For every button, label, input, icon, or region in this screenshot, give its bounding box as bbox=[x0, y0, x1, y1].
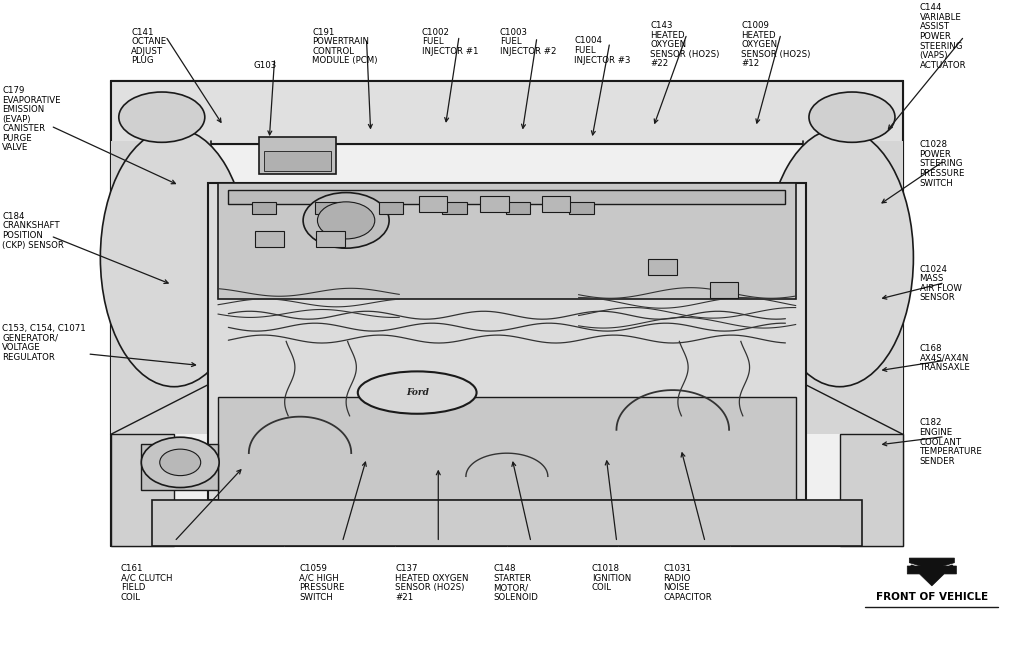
Bar bbox=[152, 500, 862, 546]
Bar bbox=[111, 141, 211, 434]
Bar bbox=[316, 231, 345, 247]
Bar bbox=[252, 202, 276, 214]
Bar bbox=[111, 81, 903, 546]
Text: C191
POWERTRAIN
CONTROL
MODULE (PCM): C191 POWERTRAIN CONTROL MODULE (PCM) bbox=[312, 28, 378, 66]
Text: C182
ENGINE
COOLANT
TEMPERATURE
SENDER: C182 ENGINE COOLANT TEMPERATURE SENDER bbox=[920, 418, 982, 465]
Text: C161
A/C CLUTCH
FIELD
COIL: C161 A/C CLUTCH FIELD COIL bbox=[121, 564, 172, 602]
Bar bbox=[648, 259, 677, 275]
Text: C1059
A/C HIGH
PRESSURE
SWITCH: C1059 A/C HIGH PRESSURE SWITCH bbox=[299, 564, 344, 602]
Bar bbox=[710, 282, 738, 298]
Text: C1031
RADIO
NOISE
CAPACITOR: C1031 RADIO NOISE CAPACITOR bbox=[664, 564, 713, 602]
Bar bbox=[569, 202, 594, 214]
Ellipse shape bbox=[119, 92, 205, 142]
Bar bbox=[141, 444, 218, 491]
Text: C144
VARIABLE
ASSIST
POWER
STEERING
(VAPS)
ACTUATOR: C144 VARIABLE ASSIST POWER STEERING (VAP… bbox=[920, 3, 967, 70]
Bar bbox=[542, 196, 570, 212]
Polygon shape bbox=[909, 558, 954, 569]
Text: C1004
FUEL
INJECTOR #3: C1004 FUEL INJECTOR #3 bbox=[574, 36, 631, 64]
Text: C1028
POWER
STEERING
PRESSURE
SWITCH: C1028 POWER STEERING PRESSURE SWITCH bbox=[920, 140, 965, 187]
Polygon shape bbox=[907, 566, 956, 586]
Bar bbox=[218, 397, 796, 500]
Text: C1024
MASS
AIR FLOW
SENSOR: C1024 MASS AIR FLOW SENSOR bbox=[920, 265, 962, 303]
Bar bbox=[442, 202, 467, 214]
Ellipse shape bbox=[357, 371, 476, 414]
Bar bbox=[315, 202, 340, 214]
Text: C143
HEATED
OXYGEN
SENSOR (HO2S)
#22: C143 HEATED OXYGEN SENSOR (HO2S) #22 bbox=[650, 21, 720, 68]
Bar bbox=[840, 434, 903, 546]
Text: C1003
FUEL
INJECTOR #2: C1003 FUEL INJECTOR #2 bbox=[500, 28, 556, 56]
Bar bbox=[419, 196, 447, 212]
Bar bbox=[259, 138, 336, 174]
Bar bbox=[111, 434, 174, 546]
Ellipse shape bbox=[141, 437, 219, 487]
Text: C179
EVAPORATIVE
EMISSION
(EVAP)
CANISTER
PURGE
VALVE: C179 EVAPORATIVE EMISSION (EVAP) CANISTE… bbox=[2, 86, 60, 152]
Bar bbox=[111, 81, 903, 144]
Ellipse shape bbox=[303, 193, 389, 248]
Bar bbox=[480, 196, 509, 212]
Bar bbox=[218, 183, 796, 299]
Text: G103: G103 bbox=[254, 61, 278, 70]
Text: C1018
IGNITION
COIL: C1018 IGNITION COIL bbox=[592, 564, 631, 592]
Text: C168
AX4S/AX4N
TRANSAXLE: C168 AX4S/AX4N TRANSAXLE bbox=[920, 344, 971, 372]
Bar bbox=[228, 189, 785, 204]
Text: Ford: Ford bbox=[406, 388, 429, 397]
Text: C141
OCTANE
ADJUST
PLUG: C141 OCTANE ADJUST PLUG bbox=[131, 28, 166, 66]
Ellipse shape bbox=[100, 128, 248, 387]
Text: FRONT OF VEHICLE: FRONT OF VEHICLE bbox=[876, 592, 988, 602]
Bar bbox=[255, 231, 284, 247]
Text: C137
HEATED OXYGEN
SENSOR (HO2S)
#21: C137 HEATED OXYGEN SENSOR (HO2S) #21 bbox=[395, 564, 469, 602]
Bar bbox=[803, 141, 903, 434]
Text: C153, C154, C1071
GENERATOR/
VOLTAGE
REGULATOR: C153, C154, C1071 GENERATOR/ VOLTAGE REG… bbox=[2, 324, 86, 362]
Text: C148
STARTER
MOTOR/
SOLENOID: C148 STARTER MOTOR/ SOLENOID bbox=[494, 564, 539, 602]
Text: C1009
HEATED
OXYGEN
SENSOR (HO2S)
#12: C1009 HEATED OXYGEN SENSOR (HO2S) #12 bbox=[741, 21, 811, 68]
Ellipse shape bbox=[160, 449, 201, 475]
Text: C1002
FUEL
INJECTOR #1: C1002 FUEL INJECTOR #1 bbox=[422, 28, 478, 56]
Text: C184
CRANKSHAFT
POSITION
(CKP) SENSOR: C184 CRANKSHAFT POSITION (CKP) SENSOR bbox=[2, 212, 63, 250]
Bar bbox=[506, 202, 530, 214]
Bar bbox=[379, 202, 403, 214]
Bar bbox=[264, 151, 331, 171]
Ellipse shape bbox=[766, 128, 913, 387]
Bar bbox=[208, 183, 806, 500]
Ellipse shape bbox=[317, 202, 375, 239]
Ellipse shape bbox=[809, 92, 895, 142]
